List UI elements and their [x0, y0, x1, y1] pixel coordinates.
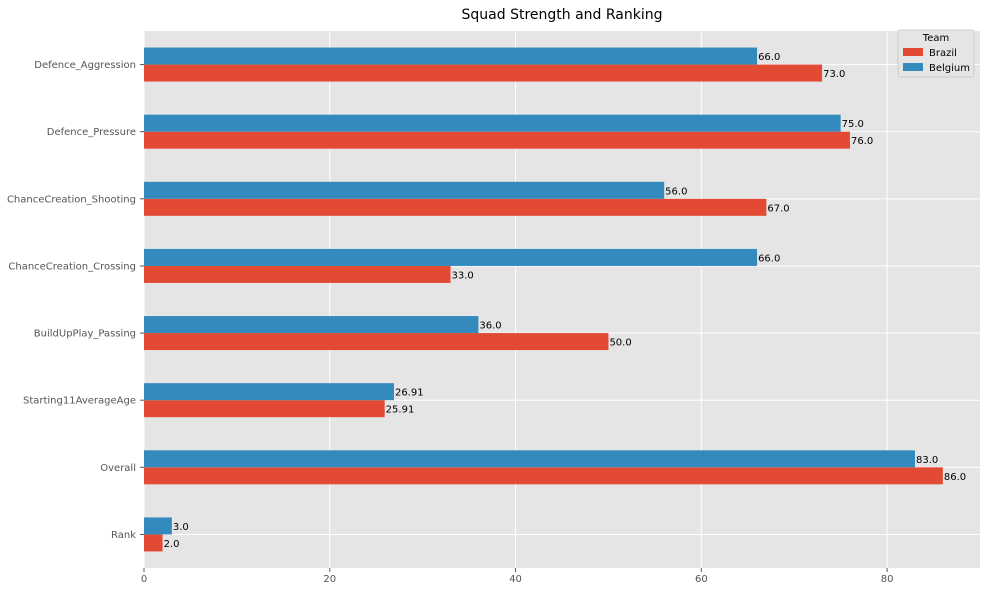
y-tick-label: Defence_Pressure [47, 127, 136, 138]
value-label: 66.0 [758, 52, 780, 63]
value-label: 50.0 [609, 338, 631, 349]
bar-belgium-buildupplay-passing [144, 316, 479, 334]
bar-brazil-defence-aggression [144, 64, 823, 82]
y-tick-label: ChanceCreation_Crossing [8, 261, 136, 272]
value-labels: 2.0 3.0 86.0 83.0 25.91 26.91 50.0 36.0 33.0 66.0… [164, 52, 967, 550]
x-axis: 0 20 40 60 80 [141, 568, 894, 585]
value-label: 36.0 [479, 321, 501, 332]
plot-area [144, 31, 980, 568]
bar-brazil-defence-pressure [144, 131, 850, 149]
bar-belgium-overall [144, 450, 915, 468]
legend-label-brazil: Brazil [929, 48, 957, 59]
value-label: 75.0 [842, 119, 864, 130]
value-label: 86.0 [944, 472, 966, 483]
bars [144, 47, 943, 552]
value-label: 2.0 [164, 539, 180, 550]
value-label: 73.0 [823, 69, 845, 80]
value-label: 67.0 [767, 203, 789, 214]
legend-title: Team [922, 33, 949, 44]
bar-brazil-overall [144, 467, 943, 485]
y-tick-label: Defence_Aggression [34, 60, 136, 71]
bar-brazil-chancecreation-crossing [144, 265, 451, 283]
bar-belgium-defence-aggression [144, 47, 758, 65]
bar-belgium-defence-pressure [144, 114, 841, 132]
bar-brazil-chancecreation-shooting [144, 198, 767, 216]
y-tick-label: Starting11AverageAge [23, 396, 136, 407]
legend: Team Brazil Belgium [897, 29, 975, 78]
value-label: 66.0 [758, 253, 780, 264]
value-label: 26.91 [395, 388, 424, 399]
bar-belgium-chancecreation-shooting [144, 181, 665, 199]
legend-swatch-brazil [903, 48, 923, 56]
x-tick-label: 60 [695, 574, 708, 585]
value-label: 56.0 [665, 186, 687, 197]
x-tick-label: 80 [881, 574, 894, 585]
value-label: 3.0 [173, 522, 189, 533]
y-tick-label: Rank [111, 530, 136, 541]
value-label: 33.0 [452, 270, 474, 281]
bar-belgium-starting11averageage [144, 383, 394, 401]
value-label: 76.0 [851, 136, 873, 147]
bar-belgium-chancecreation-crossing [144, 248, 758, 266]
legend-label-belgium: Belgium [929, 63, 970, 74]
bar-brazil-rank [144, 534, 163, 552]
legend-swatch-belgium [903, 63, 923, 71]
chart-title: Squad Strength and Ranking [462, 7, 663, 23]
x-tick-label: 40 [509, 574, 522, 585]
y-tick-label: Overall [100, 463, 136, 474]
bar-belgium-rank [144, 517, 172, 535]
x-tick-label: 20 [323, 574, 336, 585]
y-tick-label: ChanceCreation_Shooting [7, 194, 136, 205]
bar-brazil-starting11averageage [144, 400, 385, 418]
bar-brazil-buildupplay-passing [144, 333, 609, 351]
x-tick-label: 0 [141, 574, 147, 585]
y-tick-label: BuildUpPlay_Passing [34, 329, 136, 340]
y-axis: Rank Overall Starting11AverageAge BuildUpPl… [7, 60, 144, 541]
value-label: 25.91 [386, 405, 415, 416]
value-label: 83.0 [916, 455, 938, 466]
